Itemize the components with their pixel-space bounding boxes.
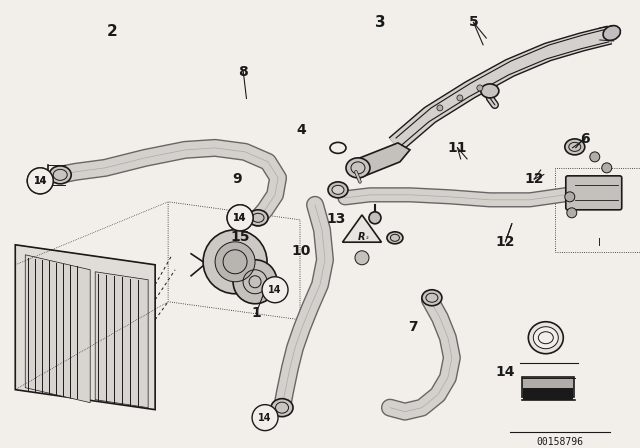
Text: 00158796: 00158796 [536, 437, 583, 447]
Text: 11: 11 [448, 141, 467, 155]
Text: 1: 1 [251, 306, 261, 320]
FancyBboxPatch shape [566, 176, 621, 210]
Ellipse shape [481, 84, 499, 98]
Text: 12: 12 [524, 172, 544, 186]
Circle shape [477, 85, 483, 91]
Text: 5: 5 [468, 15, 478, 30]
Text: 7: 7 [408, 320, 417, 334]
Ellipse shape [603, 26, 620, 40]
Circle shape [355, 251, 369, 265]
Polygon shape [15, 245, 155, 409]
Ellipse shape [328, 182, 348, 198]
Circle shape [252, 405, 278, 431]
Text: 6: 6 [580, 132, 590, 146]
Circle shape [369, 212, 381, 224]
Text: 14: 14 [234, 213, 247, 223]
Ellipse shape [248, 210, 268, 226]
Ellipse shape [332, 185, 344, 194]
Polygon shape [342, 215, 381, 242]
Ellipse shape [387, 232, 403, 244]
Circle shape [590, 152, 600, 162]
Circle shape [203, 230, 267, 294]
Text: 2: 2 [107, 24, 118, 39]
Ellipse shape [422, 290, 442, 306]
Text: 8: 8 [238, 65, 248, 78]
Polygon shape [350, 143, 410, 178]
Circle shape [227, 205, 253, 231]
FancyBboxPatch shape [523, 388, 573, 400]
Polygon shape [25, 255, 90, 403]
Text: ²: ² [365, 237, 369, 243]
Text: R: R [358, 232, 365, 242]
Text: 14: 14 [496, 365, 515, 379]
Text: 4: 4 [296, 123, 306, 137]
Circle shape [28, 168, 53, 194]
Text: 14: 14 [33, 176, 47, 186]
Circle shape [227, 205, 253, 231]
Text: 14: 14 [33, 176, 47, 186]
FancyBboxPatch shape [522, 377, 574, 396]
Circle shape [602, 163, 612, 173]
Circle shape [28, 168, 53, 194]
Text: 14: 14 [268, 285, 282, 295]
Circle shape [457, 95, 463, 101]
Circle shape [567, 208, 577, 218]
Text: 10: 10 [291, 244, 310, 258]
Text: 9: 9 [232, 172, 242, 186]
Ellipse shape [346, 158, 370, 178]
Text: 14: 14 [259, 413, 272, 422]
Ellipse shape [529, 322, 563, 354]
Circle shape [215, 242, 255, 282]
Text: 13: 13 [326, 212, 346, 226]
Circle shape [262, 277, 288, 303]
Text: 14: 14 [234, 213, 247, 223]
Circle shape [437, 105, 443, 111]
Text: 12: 12 [496, 235, 515, 249]
Ellipse shape [564, 139, 585, 155]
Text: 3: 3 [376, 15, 386, 30]
Circle shape [233, 260, 277, 304]
Text: I: I [598, 238, 601, 248]
Circle shape [564, 192, 575, 202]
Ellipse shape [49, 166, 71, 184]
Polygon shape [95, 272, 148, 408]
Ellipse shape [271, 399, 293, 417]
Text: 15: 15 [230, 230, 250, 244]
Ellipse shape [533, 327, 558, 349]
